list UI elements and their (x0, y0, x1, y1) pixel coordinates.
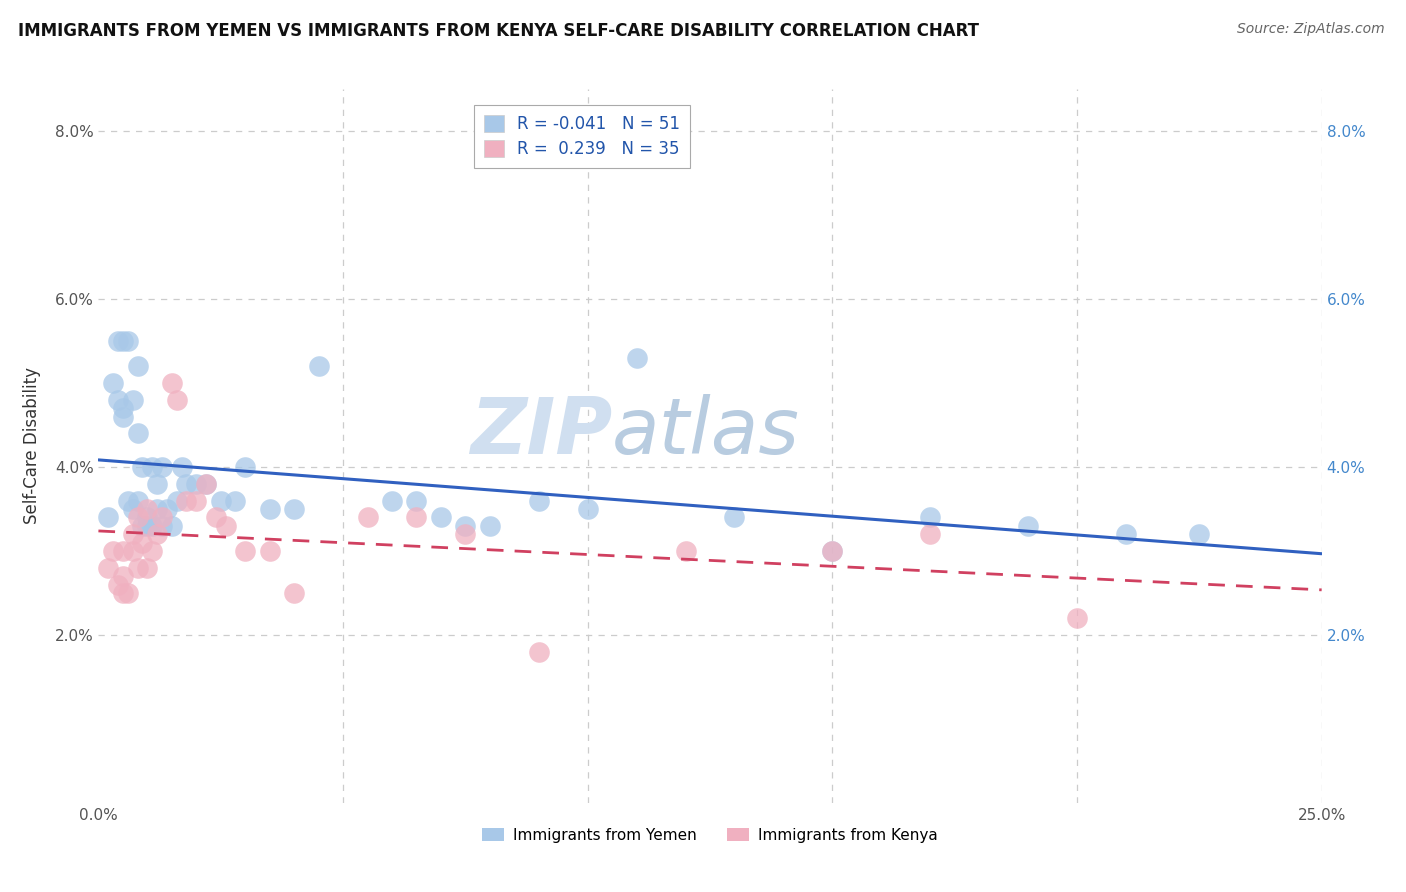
Y-axis label: Self-Care Disability: Self-Care Disability (22, 368, 41, 524)
Point (454, 518, 477, 533)
Point (166, 392, 188, 407)
Point (111, 409, 134, 424)
Point (150, 518, 173, 533)
Point (107, 392, 129, 407)
Point (136, 502, 159, 516)
Point (233, 460, 256, 475)
Point (127, 493, 149, 508)
Point (920, 510, 942, 524)
Point (176, 476, 198, 491)
Point (821, 544, 844, 558)
Point (111, 586, 134, 600)
Point (675, 544, 697, 558)
Point (111, 334, 134, 348)
Point (121, 544, 143, 558)
Legend: Immigrants from Yemen, Immigrants from Kenya: Immigrants from Yemen, Immigrants from K… (477, 822, 943, 848)
Point (214, 518, 236, 533)
Point (111, 544, 134, 558)
Point (821, 544, 844, 558)
Point (1188, 527, 1211, 541)
Point (136, 510, 159, 524)
Point (141, 544, 163, 558)
Point (527, 493, 550, 508)
Point (356, 510, 378, 524)
Point (160, 518, 183, 533)
Point (195, 476, 218, 491)
Point (233, 544, 256, 558)
Point (209, 493, 232, 508)
Point (156, 502, 179, 516)
Point (107, 334, 129, 348)
Point (308, 359, 330, 374)
Point (176, 493, 198, 508)
Point (111, 569, 134, 583)
Point (146, 502, 169, 516)
Text: Source: ZipAtlas.com: Source: ZipAtlas.com (1237, 22, 1385, 37)
Point (101, 376, 124, 390)
Point (141, 460, 163, 475)
Point (576, 502, 599, 516)
Point (127, 560, 149, 574)
Point (283, 586, 305, 600)
Point (1115, 527, 1137, 541)
Point (259, 502, 281, 516)
Point (136, 518, 159, 533)
Text: ZIP: ZIP (470, 393, 612, 470)
Point (1066, 611, 1088, 625)
Point (107, 577, 129, 591)
Point (405, 493, 427, 508)
Point (405, 510, 427, 524)
Point (127, 426, 149, 441)
Point (723, 510, 745, 524)
Point (131, 518, 153, 533)
Point (626, 351, 648, 365)
Point (101, 544, 124, 558)
Point (146, 476, 169, 491)
Point (150, 460, 173, 475)
Point (141, 518, 163, 533)
Point (121, 392, 143, 407)
Point (127, 359, 149, 374)
Point (283, 502, 305, 516)
Point (127, 510, 149, 524)
Point (111, 401, 134, 416)
Point (97, 560, 120, 574)
Text: IMMIGRANTS FROM YEMEN VS IMMIGRANTS FROM KENYA SELF-CARE DISABILITY CORRELATION : IMMIGRANTS FROM YEMEN VS IMMIGRANTS FROM… (18, 22, 979, 40)
Point (186, 476, 208, 491)
Point (121, 527, 143, 541)
Point (1017, 518, 1039, 533)
Point (131, 460, 153, 475)
Point (430, 510, 453, 524)
Point (527, 645, 550, 659)
Point (166, 493, 188, 508)
Point (97, 510, 120, 524)
Point (150, 510, 173, 524)
Point (205, 510, 228, 524)
Point (136, 560, 159, 574)
Point (478, 518, 501, 533)
Point (131, 535, 153, 549)
Text: atlas: atlas (612, 393, 800, 470)
Point (381, 493, 404, 508)
Point (920, 527, 942, 541)
Point (454, 527, 477, 541)
Point (121, 502, 143, 516)
Point (117, 586, 139, 600)
Point (117, 334, 139, 348)
Point (170, 460, 193, 475)
Point (186, 493, 208, 508)
Point (195, 476, 218, 491)
Point (146, 527, 169, 541)
Point (117, 493, 139, 508)
Point (259, 544, 281, 558)
Point (160, 376, 183, 390)
Point (224, 493, 246, 508)
